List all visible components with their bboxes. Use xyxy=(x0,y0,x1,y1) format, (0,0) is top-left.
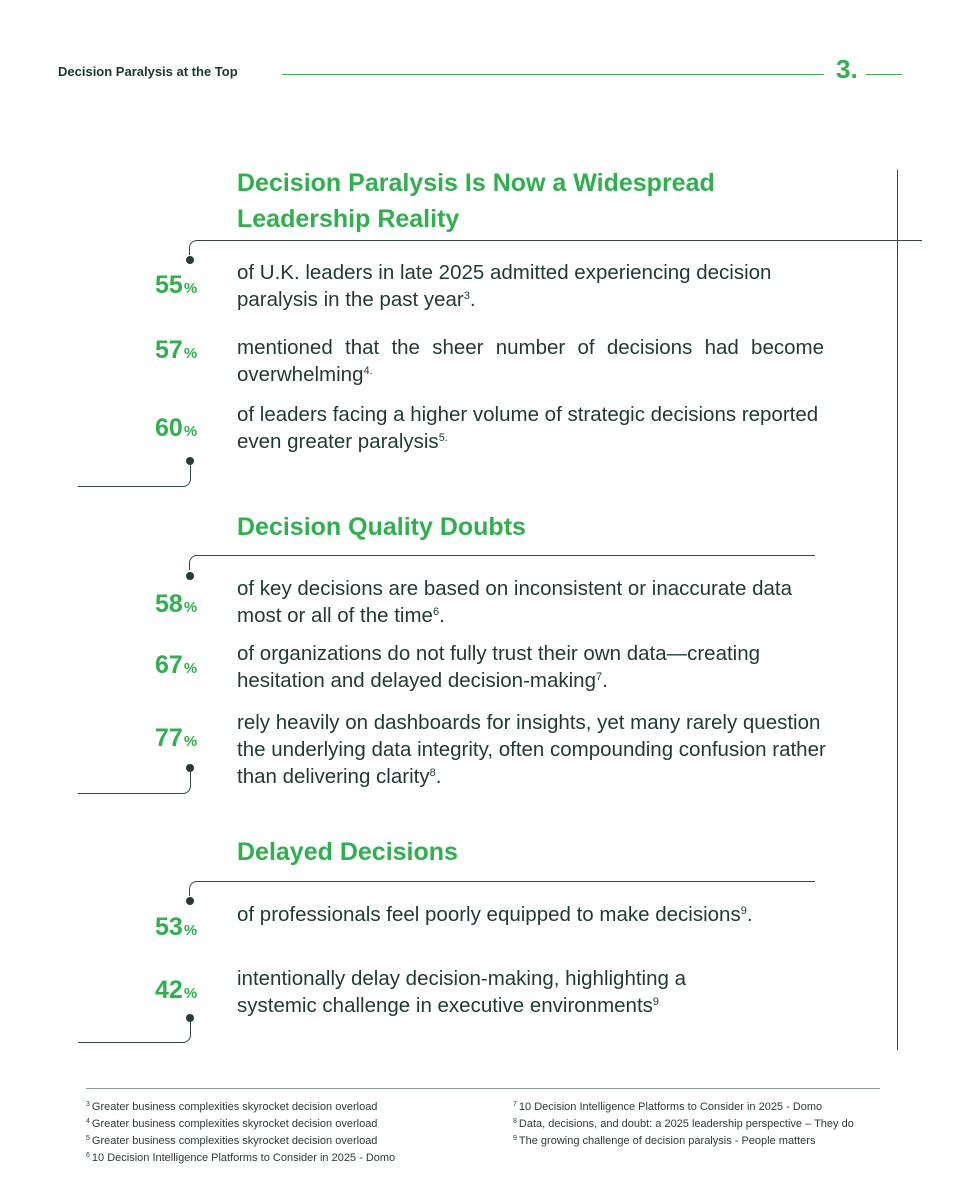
bracket-dot xyxy=(186,256,194,264)
section-title-2: Decision Quality Doubts xyxy=(237,513,526,541)
section-1-top-rule xyxy=(200,240,922,241)
stat-description: rely heavily on dashboards for insights,… xyxy=(237,711,826,788)
footnote: 6 10 Decision Intelligence Platforms to C… xyxy=(86,1152,396,1164)
stat-description: of professionals feel poorly equipped to… xyxy=(237,903,753,926)
bracket-corner xyxy=(178,779,191,794)
stat-description: mentioned that the sheer number of decis… xyxy=(237,336,824,386)
stat-description: of organizations do not fully trust thei… xyxy=(237,642,761,692)
footnotes-right: 7 10 Decision Intelligence Platforms to C… xyxy=(513,1099,854,1150)
section-1-bottom-rule xyxy=(78,486,184,487)
stat-value: 55% xyxy=(155,271,198,299)
bracket-dot xyxy=(186,572,194,580)
page-number-underline xyxy=(866,74,902,75)
stat-description: of leaders facing a higher volume of str… xyxy=(237,403,819,453)
footnote-divider xyxy=(86,1088,880,1089)
footnote: 4 Greater business complexities skyrocket… xyxy=(86,1118,378,1130)
stat-value: 77% xyxy=(155,724,198,752)
bracket-dot xyxy=(186,897,194,905)
bracket-corner xyxy=(189,240,202,255)
bracket-corner xyxy=(189,881,202,896)
section-2-bottom-rule xyxy=(78,793,184,794)
footnote: 5 Greater business complexities skyrocket… xyxy=(86,1135,378,1147)
stat-value: 67% xyxy=(155,651,198,679)
bracket-corner xyxy=(189,555,202,570)
section-title-3: Delayed Decisions xyxy=(237,838,458,866)
bracket-dot xyxy=(186,457,194,465)
footnote: 3 Greater business complexities skyrocket… xyxy=(86,1101,378,1113)
stat-value: 57% xyxy=(155,336,198,364)
bracket-dot xyxy=(186,1014,194,1022)
section-3-top-rule xyxy=(200,881,815,882)
bracket-stem xyxy=(190,462,191,472)
stat-description: intentionally delay decision-making, hig… xyxy=(237,967,686,1017)
stat-description: of key decisions are based on inconsiste… xyxy=(237,577,792,627)
header-title: Decision Paralysis at the Top xyxy=(58,64,238,79)
bracket-dot xyxy=(186,764,194,772)
stat-value: 42% xyxy=(155,976,198,1004)
section-2-top-rule xyxy=(200,555,815,556)
stat-value: 53% xyxy=(155,913,198,941)
bracket-stem xyxy=(190,1019,191,1028)
right-vertical-rule xyxy=(897,170,898,1050)
bracket-corner xyxy=(178,1028,191,1043)
stat-description: of U.K. leaders in late 2025 admitted ex… xyxy=(237,261,772,311)
page-number: 3. xyxy=(836,54,858,84)
stat-value: 60% xyxy=(155,414,198,442)
footnote: 7 10 Decision Intelligence Platforms to C… xyxy=(513,1101,823,1113)
section-title-1: Decision Paralysis Is Now a Widespread L… xyxy=(237,169,715,233)
footnote: 8 Data, decisions, and doubt: a 2025 lead… xyxy=(513,1118,854,1130)
section-3-bottom-rule xyxy=(78,1042,184,1043)
footnote: 9 The growing challenge of decision paral… xyxy=(513,1135,816,1147)
bracket-corner xyxy=(178,472,191,487)
footnotes-left: 3 Greater business complexities skyrocket… xyxy=(86,1099,395,1167)
stat-value: 58% xyxy=(155,590,198,618)
header-divider xyxy=(282,74,824,75)
bracket-stem xyxy=(190,769,191,779)
